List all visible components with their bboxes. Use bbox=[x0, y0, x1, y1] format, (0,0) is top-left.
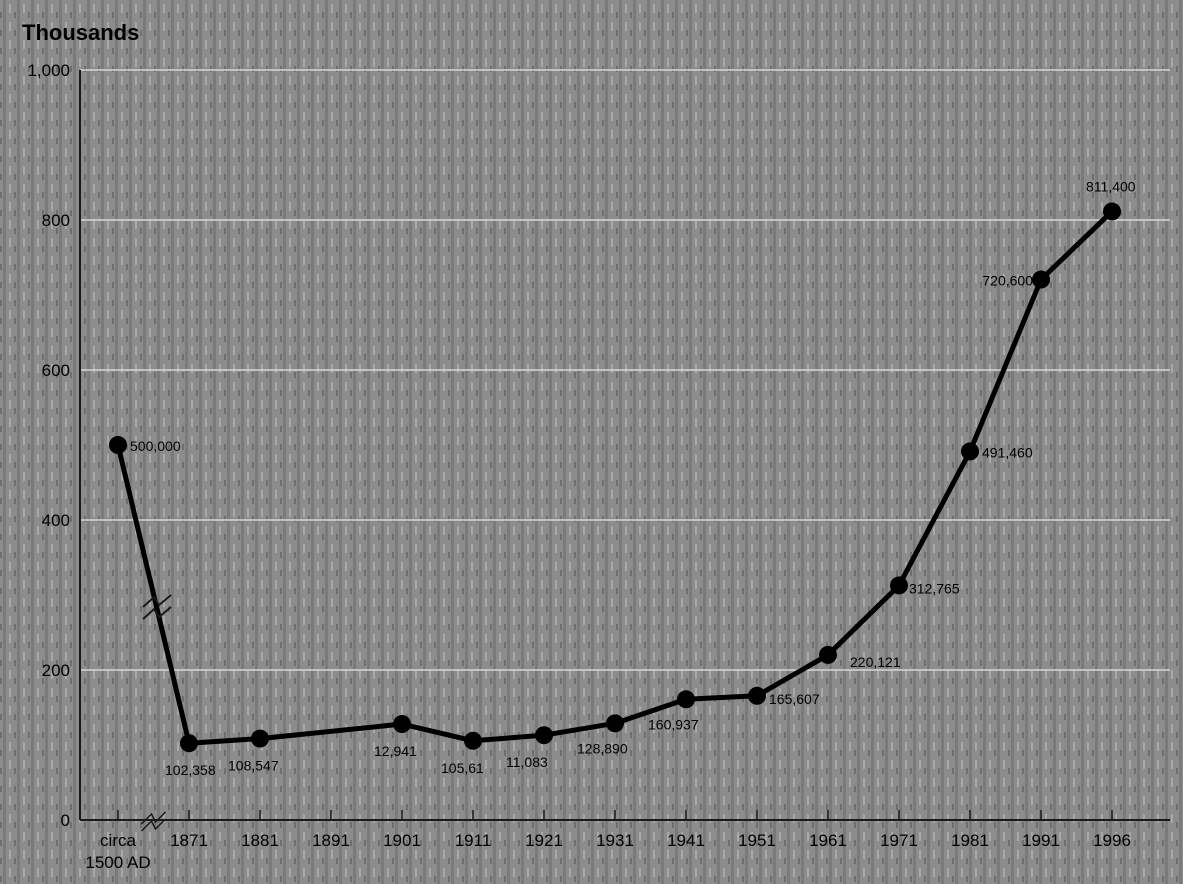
y-tick-label: 1,000 bbox=[27, 61, 70, 80]
data-point bbox=[535, 726, 553, 745]
x-tick-label: 1500 AD bbox=[85, 853, 150, 872]
y-tick-label: 800 bbox=[42, 211, 70, 230]
y-axis-title: Thousands bbox=[22, 20, 139, 45]
data-label: 128,890 bbox=[577, 740, 628, 756]
data-point bbox=[961, 442, 979, 461]
data-label: 491,460 bbox=[982, 444, 1033, 460]
line-break-mark bbox=[142, 594, 172, 608]
data-label: 11,083 bbox=[506, 754, 548, 770]
y-tick-label: 600 bbox=[42, 361, 70, 380]
data-label: 312,765 bbox=[909, 580, 960, 596]
data-point bbox=[464, 731, 482, 750]
data-point bbox=[748, 686, 766, 705]
data-point bbox=[180, 734, 198, 753]
x-tick-label: 1901 bbox=[383, 831, 421, 850]
data-label: 108,547 bbox=[228, 758, 279, 774]
x-tick-label: 1921 bbox=[525, 831, 563, 850]
series-line bbox=[115, 209, 1114, 746]
data-label: 12,941 bbox=[374, 743, 417, 759]
data-label: 105,61 bbox=[441, 760, 484, 776]
data-point bbox=[1032, 270, 1050, 289]
data-label: 220,121 bbox=[850, 654, 901, 670]
axes: 0 200 400 600 800 1,000 circa 1500 AD 1871 1881 18… bbox=[27, 61, 1170, 872]
x-tick-label: circa bbox=[100, 831, 136, 850]
data-point bbox=[393, 715, 411, 734]
y-tick-label: 0 bbox=[61, 811, 70, 830]
data-point bbox=[251, 729, 269, 748]
data-label: 160,937 bbox=[648, 716, 699, 732]
x-tick-label: 1961 bbox=[809, 831, 847, 850]
x-tick-label: 1981 bbox=[951, 831, 989, 850]
x-tick-label: 1931 bbox=[596, 831, 634, 850]
x-tick-label: 1911 bbox=[455, 831, 492, 850]
series-population bbox=[109, 202, 1121, 753]
data-point bbox=[677, 690, 695, 709]
x-tick-label: 1951 bbox=[738, 831, 776, 850]
y-tick-label: 400 bbox=[42, 511, 70, 530]
line-break-mark bbox=[142, 606, 172, 620]
x-tick-label: 1941 bbox=[667, 831, 705, 850]
data-point bbox=[606, 714, 624, 733]
x-axis-break-mark bbox=[140, 811, 167, 825]
x-axis-break-mark bbox=[140, 818, 167, 832]
data-label: 500,000 bbox=[130, 438, 181, 454]
data-point bbox=[109, 436, 127, 454]
x-tick-label: 1991 bbox=[1022, 831, 1060, 850]
data-point bbox=[819, 645, 837, 664]
data-labels: 500,000 102,358 108,547 12,941 105,61 11,083 1… bbox=[130, 178, 1136, 778]
x-tick-label: 1891 bbox=[312, 831, 350, 850]
data-point bbox=[1103, 202, 1121, 221]
data-label: 720,600 bbox=[982, 273, 1033, 289]
data-label: 102,358 bbox=[165, 762, 216, 778]
data-label: 811,400 bbox=[1086, 178, 1136, 194]
x-tick-label: 1881 bbox=[241, 831, 279, 850]
x-tick-label: 1971 bbox=[880, 831, 918, 850]
data-point bbox=[890, 576, 908, 595]
x-tick-label: 1871 bbox=[170, 831, 208, 850]
x-tick-label: 1996 bbox=[1093, 831, 1131, 850]
y-tick-label: 200 bbox=[42, 661, 70, 680]
data-label: 165,607 bbox=[769, 691, 820, 707]
